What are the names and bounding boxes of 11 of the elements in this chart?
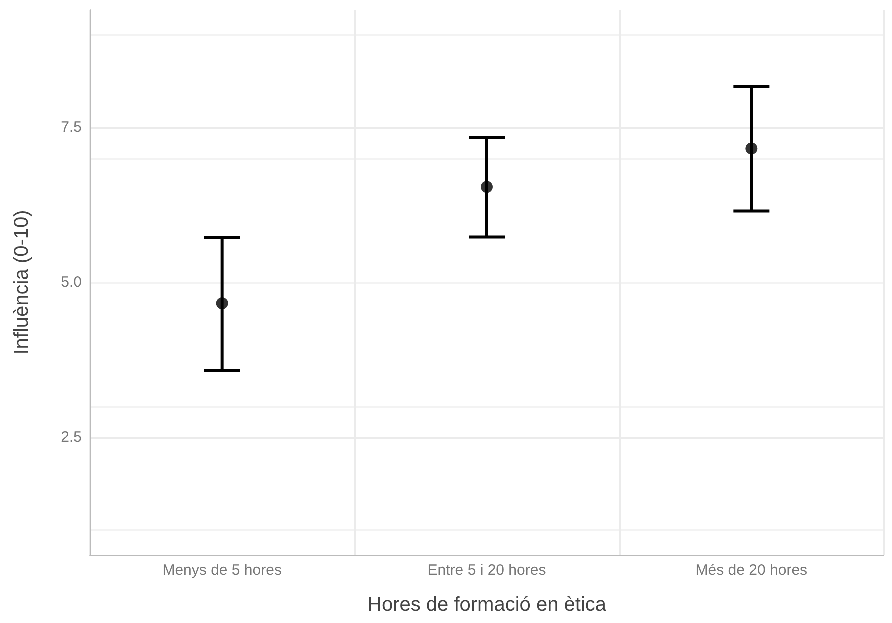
y-axis-title: Influència (0-10) — [11, 210, 33, 355]
point — [746, 142, 758, 155]
x-axis-title: Hores de formació en ètica — [367, 594, 608, 616]
x-tick-label: Menys de 5 hores — [162, 562, 282, 579]
y-tick-label: 5.0 — [61, 274, 82, 291]
x-tick-label: Entre 5 i 20 hores — [428, 562, 546, 579]
x-tick-label: Més de 20 hores — [696, 562, 808, 579]
point — [216, 298, 228, 310]
y-tick-label: 2.5 — [61, 428, 82, 446]
point — [481, 181, 493, 194]
y-tick-label: 7.5 — [61, 119, 82, 136]
